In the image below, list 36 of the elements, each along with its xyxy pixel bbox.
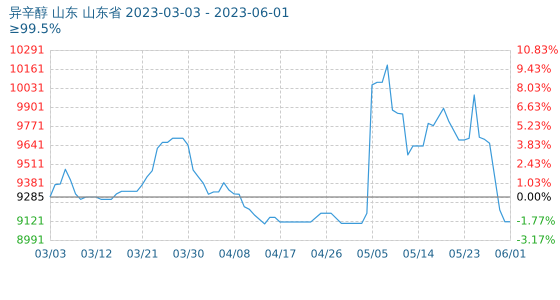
chart-title: 异辛醇 山东 山东省 2023-03-03 - 2023-06-01 [9,6,290,21]
x-tick-label: 04/26 [310,248,342,260]
x-tick-label: 03/30 [172,248,204,260]
y2-tick-label: -3.17% [516,234,556,246]
y2-tick-label: 6.63% [516,100,552,114]
x-tick-label: 04/17 [264,248,296,260]
y2-tick-label: 1.03% [516,176,552,190]
y-tick-label: 10161 [10,62,44,76]
y2-tick-label: 9.43% [516,62,552,76]
y-tick-label: 9121 [16,214,44,228]
x-tick-label: 03/21 [126,248,158,260]
y2-tick-label: 0.00% [516,190,552,204]
y2-tick-label: 3.83% [516,138,552,152]
y-tick-label: 9771 [16,120,44,132]
x-tick-label: 05/23 [448,248,480,260]
chart-subtitle: ≥99.5% [9,22,62,37]
line-series [49,64,511,225]
y-tick-label: 9381 [16,176,44,190]
x-tick-label: 06/01 [494,248,526,260]
x-tick-label: 05/05 [356,248,388,260]
y-tick-label: 9901 [16,100,44,114]
x-tick-label: 05/14 [402,248,434,260]
y2-tick-label: 10.83% [516,44,558,56]
y2-tick-label: 8.03% [516,82,552,94]
y2-tick-label: 2.43% [516,158,552,170]
y-tick-label: 10291 [10,44,44,56]
y2-tick-label: -1.77% [516,214,556,228]
y-tick-label: 8991 [16,234,44,246]
y-tick-label: 9285 [16,190,44,204]
y-tick-label: 9641 [16,138,44,152]
y-tick-label: 9511 [16,158,44,170]
x-tick-label: 04/08 [218,248,250,260]
y2-tick-label: 5.23% [516,120,552,132]
x-tick-label: 03/03 [34,248,66,260]
y-tick-label: 10031 [10,82,44,94]
x-tick-label: 03/12 [80,248,112,260]
